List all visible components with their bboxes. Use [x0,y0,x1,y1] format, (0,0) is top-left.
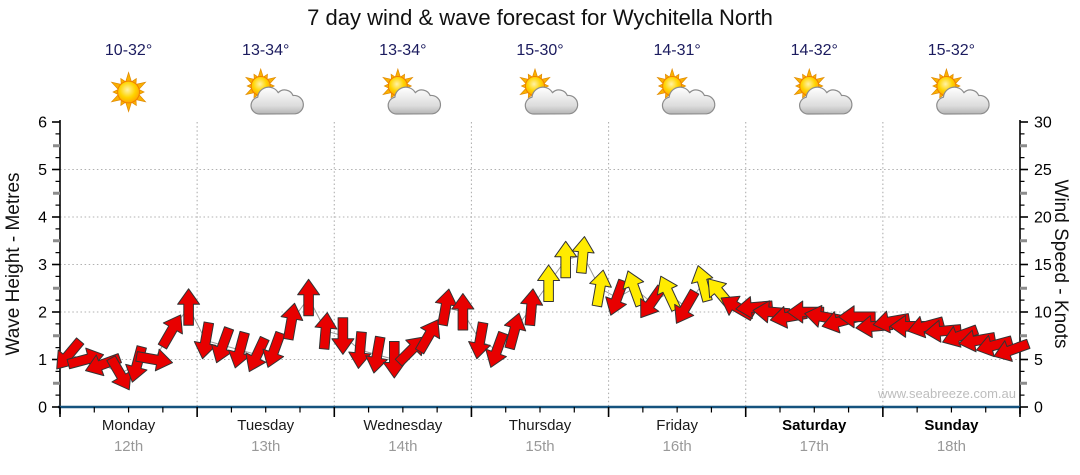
wind-arrow-series [56,236,1031,391]
wind-arrow-light [923,319,962,343]
wind-arrow-light [228,330,251,369]
cloud-shape [936,86,990,115]
wave-axis-tick-label: 5 [38,162,47,179]
temp-range-label: 13-34° [379,42,427,59]
day-date-label: 15th [525,438,555,455]
wind-speed-axis-title: Wind Speed - Knots [1050,179,1071,349]
day-date-label: 13th [251,438,281,455]
wind-arrow-light [485,330,509,368]
knots-axis-tick-label: 30 [1034,115,1052,132]
wave-axis-tick-label: 6 [38,115,47,132]
temp-range-label: 14-31° [653,42,701,59]
knots-axis-tick-label: 10 [1034,305,1052,322]
knots-axis-tick-label: 5 [1034,352,1043,369]
wind-arrow-moderate [589,269,612,308]
day-name-label: Thursday [508,417,572,434]
cloud-shape [799,86,853,115]
day-date-label: 14th [388,438,418,455]
wind-arrow-light [157,314,183,350]
wind-arrow-light [942,324,980,348]
wind-arrow-light [280,302,304,341]
day-name-label: Wednesday [363,417,443,434]
wind-arrow-moderate [554,240,578,279]
wind-arrow-light [331,317,355,355]
wind-arrow-light [503,312,527,351]
wind-arrow-light [135,348,174,372]
wind-arrow-light [958,329,997,353]
wind-arrow-light [106,355,132,391]
wave-axis-tick-label: 1 [38,352,47,369]
temp-range-label: 13-34° [242,42,290,59]
day-name-label: Friday [656,417,698,434]
page-title: 7 day wind & wave forecast for Wychitell… [307,5,773,30]
day-date-label: 16th [662,438,692,455]
sun-cloud-icon [519,67,579,115]
wind-arrow-light [262,330,286,368]
weather-icons [110,67,990,115]
day-name-label: Saturday [782,417,847,434]
wind-arrow-light [975,334,1014,358]
sun-cloud-icon [244,67,304,115]
gridlines [60,122,1020,407]
wind-arrow-moderate [537,264,561,302]
knots-axis-tick-label: 15 [1034,257,1052,274]
wind-arrow-light [520,288,544,327]
wind-arrow-light [297,278,321,317]
wave-axis-tick-label: 3 [38,257,47,274]
wind-arrow-light [365,335,388,374]
day-name-label: Tuesday [237,417,295,434]
temp-range-label: 14-32° [790,42,838,59]
sun-cloud-icon [793,67,853,115]
day-name-label: Monday [101,417,156,434]
temp-range-label: 10-32° [104,42,153,59]
wind-arrow-light [193,321,217,360]
sun-disc [117,80,140,104]
day-date-label: 17th [799,438,829,455]
wind-arrow-light [314,312,338,350]
wind-arrow-light [993,338,1031,362]
knots-axis-tick-label: 20 [1034,210,1052,227]
temp-range-label: 15-30° [516,42,564,59]
wind-arrow-light [872,310,911,334]
seabreeze-watermark: www.seabreeze.com.au [877,386,1016,401]
temp-range-label: 15-32° [927,42,976,59]
cloud-shape [250,86,304,115]
day-date-label: 18th [936,438,967,455]
cloud-shape [387,86,442,115]
sun-cloud-icon [930,67,990,115]
wind-arrow-moderate [571,236,595,274]
sun-cloud-icon [382,67,442,115]
wind-arrow-light [414,319,441,355]
wind-arrow-light [674,288,700,324]
wind-arrow-light [348,331,372,369]
day-name-label: Sunday [924,417,979,434]
wave-axis-tick-label: 4 [38,210,47,227]
wind-arrow-light [889,314,928,338]
wind-arrow-light [838,305,876,329]
wave-axis-tick-label: 0 [38,400,47,417]
wind-arrow-light [605,278,629,316]
cloud-shape [524,86,579,115]
wind-arrow-light [468,321,491,360]
wind-arrow-moderate [656,275,682,312]
axes-and-ticks: 0 1 2 3 4 5 6 0 5 10 15 20 25 30 [38,115,1052,417]
cloud-shape [661,86,716,115]
sun-icon [110,71,147,113]
day-date-label: 12th [113,438,144,455]
wind-arrow-light [211,326,235,364]
wind-arrow-light [177,288,201,326]
wave-height-axis-title: Wave Height - Metres [3,172,24,356]
sun-cloud-icon [656,67,716,115]
wind-arrow-light [245,335,270,373]
knots-axis-tick-label: 25 [1034,162,1052,179]
wind-arrow-light [434,288,458,327]
wind-arrow-light [451,293,475,331]
knots-axis-tick-label: 0 [1034,400,1043,417]
wave-axis-tick-label: 2 [38,305,47,322]
